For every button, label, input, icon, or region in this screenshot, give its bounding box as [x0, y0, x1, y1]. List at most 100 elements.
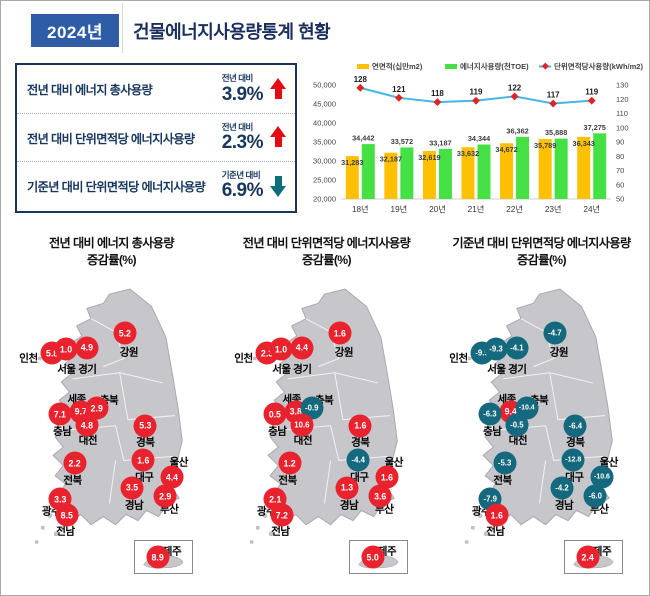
region-label: 인천	[19, 352, 38, 365]
region-bubble: -4.2	[550, 476, 574, 500]
map-panel-2: 인천 서울 경기 강원 세종 충북 충남 대전 경북 전북 대구 울산 경남 부산 광주 전남 제주 2.3 1.0…	[224, 285, 429, 591]
region-label: 전북	[493, 474, 512, 487]
region-bubble: 1.0	[54, 337, 78, 361]
svg-text:70: 70	[616, 166, 624, 175]
region-label: 서울	[57, 363, 76, 376]
region-bubble: 4.4	[290, 336, 314, 360]
svg-text:33,572: 33,572	[391, 137, 413, 146]
region-bubble: 2.4	[576, 545, 600, 569]
region-bubble: 1.6	[328, 321, 352, 345]
summary-row-unit-area-base: 기준년 대비 단위면적당 에너지사용량 기준년 대비 6.9%	[17, 161, 295, 209]
svg-text:35,789: 35,789	[534, 141, 556, 150]
svg-text:21년: 21년	[468, 204, 485, 214]
map-panel-1: 인천 서울 경기 강원 세종 충북 충남 대전 경북 전북 대구 울산 경남 부산 광주 전남 제주 5.8 1.0…	[9, 285, 214, 591]
region-bubble: 1.6	[131, 448, 155, 472]
region-bubble: 1.3	[335, 476, 359, 500]
region-bubble: 7.1	[48, 402, 72, 426]
region-bubble: -4.7	[543, 321, 567, 345]
region-bubble: -10.6	[590, 465, 614, 489]
energy-combo-chart: 연면적(십만m2) 에너지사용량(천TOE) 단위면적당사용량(kWh/m2) 50,…	[299, 57, 649, 229]
region-label: 전북	[63, 474, 82, 487]
svg-text:40,000: 40,000	[313, 119, 336, 128]
region-bubble: 1.6	[348, 414, 372, 438]
svg-text:33,632: 33,632	[457, 149, 479, 158]
region-label: 대전	[78, 434, 98, 447]
year-badge: 2024년	[31, 14, 119, 47]
svg-text:30,000: 30,000	[313, 157, 336, 166]
svg-text:128: 128	[354, 75, 368, 84]
map1-title: 전년 대비 에너지 총사용량 증감률(%)	[48, 236, 175, 268]
region-label: 전남	[271, 525, 290, 538]
region-bubble: 10.6	[290, 413, 314, 437]
region-label: 강원	[334, 346, 354, 359]
summary-value-wrap: 전년 대비 2.3%	[221, 123, 287, 154]
region-label: 인천	[234, 352, 253, 365]
svg-text:24년: 24년	[583, 204, 600, 214]
combo-chart-svg: 연면적(십만m2) 에너지사용량(천TOE) 단위면적당사용량(kWh/m2) 50,…	[313, 61, 643, 214]
region-label: 충남	[53, 425, 72, 438]
down-arrow-icon	[270, 174, 287, 197]
svg-text:20년: 20년	[429, 204, 446, 214]
svg-text:118: 118	[431, 89, 444, 98]
region-label: 전남	[56, 525, 75, 538]
summary-label: 기준년 대비 단위면적당 에너지사용량	[27, 179, 206, 194]
region-label: 경북	[136, 436, 155, 449]
region-label: 전북	[278, 474, 297, 487]
svg-text:25,000: 25,000	[313, 176, 336, 185]
svg-text:110: 110	[616, 109, 628, 118]
summary-value-wrap: 전년 대비 3.9%	[222, 74, 287, 104]
region-label: 전남	[486, 525, 505, 538]
region-label: 경남	[124, 499, 144, 512]
region-bubble: 5.0	[361, 545, 385, 569]
region-label: 서울	[272, 363, 291, 376]
summary-value: 2.3%	[221, 132, 264, 154]
region-bubble: 2.9	[153, 484, 177, 508]
svg-text:100: 100	[616, 123, 629, 132]
svg-text:130: 130	[616, 81, 629, 90]
region-bubble: -5.3	[493, 451, 517, 475]
summary-value: 6.9%	[221, 180, 264, 202]
svg-text:35,888: 35,888	[545, 128, 567, 137]
region-label: 대전	[508, 434, 528, 447]
region-label: 경남	[554, 499, 574, 512]
region-bubble: 8.9	[146, 545, 170, 569]
region-bubble: 3.5	[120, 476, 144, 500]
summary-label: 전년 대비 단위면적당 에너지사용량	[27, 131, 195, 146]
region-bubble: -9.3	[484, 337, 508, 361]
region-label: 충남	[483, 425, 502, 438]
svg-text:35,000: 35,000	[313, 138, 336, 147]
svg-text:50,000: 50,000	[313, 81, 336, 90]
region-label: 강원	[549, 346, 569, 359]
svg-text:34,344: 34,344	[468, 134, 491, 143]
region-label: 경남	[339, 499, 359, 512]
region-bubble: 2.2	[63, 451, 87, 475]
map3-title: 기준년 대비 단위면적당 에너지사용량 증감률(%)	[452, 236, 631, 268]
summary-value: 3.9%	[221, 83, 264, 105]
svg-text:36,343: 36,343	[573, 139, 595, 148]
region-bubble: 0.5	[263, 402, 287, 426]
region-label: 경기	[293, 363, 312, 376]
map2-title: 전년 대비 단위면적당 에너지사용량 증감률(%)	[242, 236, 411, 268]
summary-value-wrap: 기준년 대비 6.9%	[221, 171, 287, 202]
svg-text:119: 119	[585, 88, 598, 97]
region-label: 울산	[169, 456, 189, 469]
region-bubble: 1.6	[375, 465, 399, 489]
region-bubble: 7.2	[270, 503, 294, 527]
region-bubble: 1.6	[485, 503, 509, 527]
svg-text:120: 120	[616, 95, 629, 104]
region-bubble: 4.8	[75, 413, 99, 437]
region-label: 울산	[384, 456, 404, 469]
svg-text:36,362: 36,362	[506, 126, 528, 135]
summary-label: 전년 대비 에너지 총사용량	[27, 83, 153, 97]
region-label: 울산	[599, 456, 619, 469]
svg-text:32,187: 32,187	[380, 155, 402, 164]
header-divider	[122, 3, 123, 53]
svg-text:20,000: 20,000	[313, 195, 336, 204]
region-bubble: -6.4	[563, 414, 587, 438]
region-label: 경북	[566, 436, 585, 449]
region-label: 대전	[293, 434, 313, 447]
svg-text:80: 80	[616, 152, 624, 161]
svg-text:연면적(십만m2): 연면적(십만m2)	[372, 61, 423, 71]
svg-text:50: 50	[616, 195, 624, 204]
region-bubble: 5.3	[133, 414, 157, 438]
